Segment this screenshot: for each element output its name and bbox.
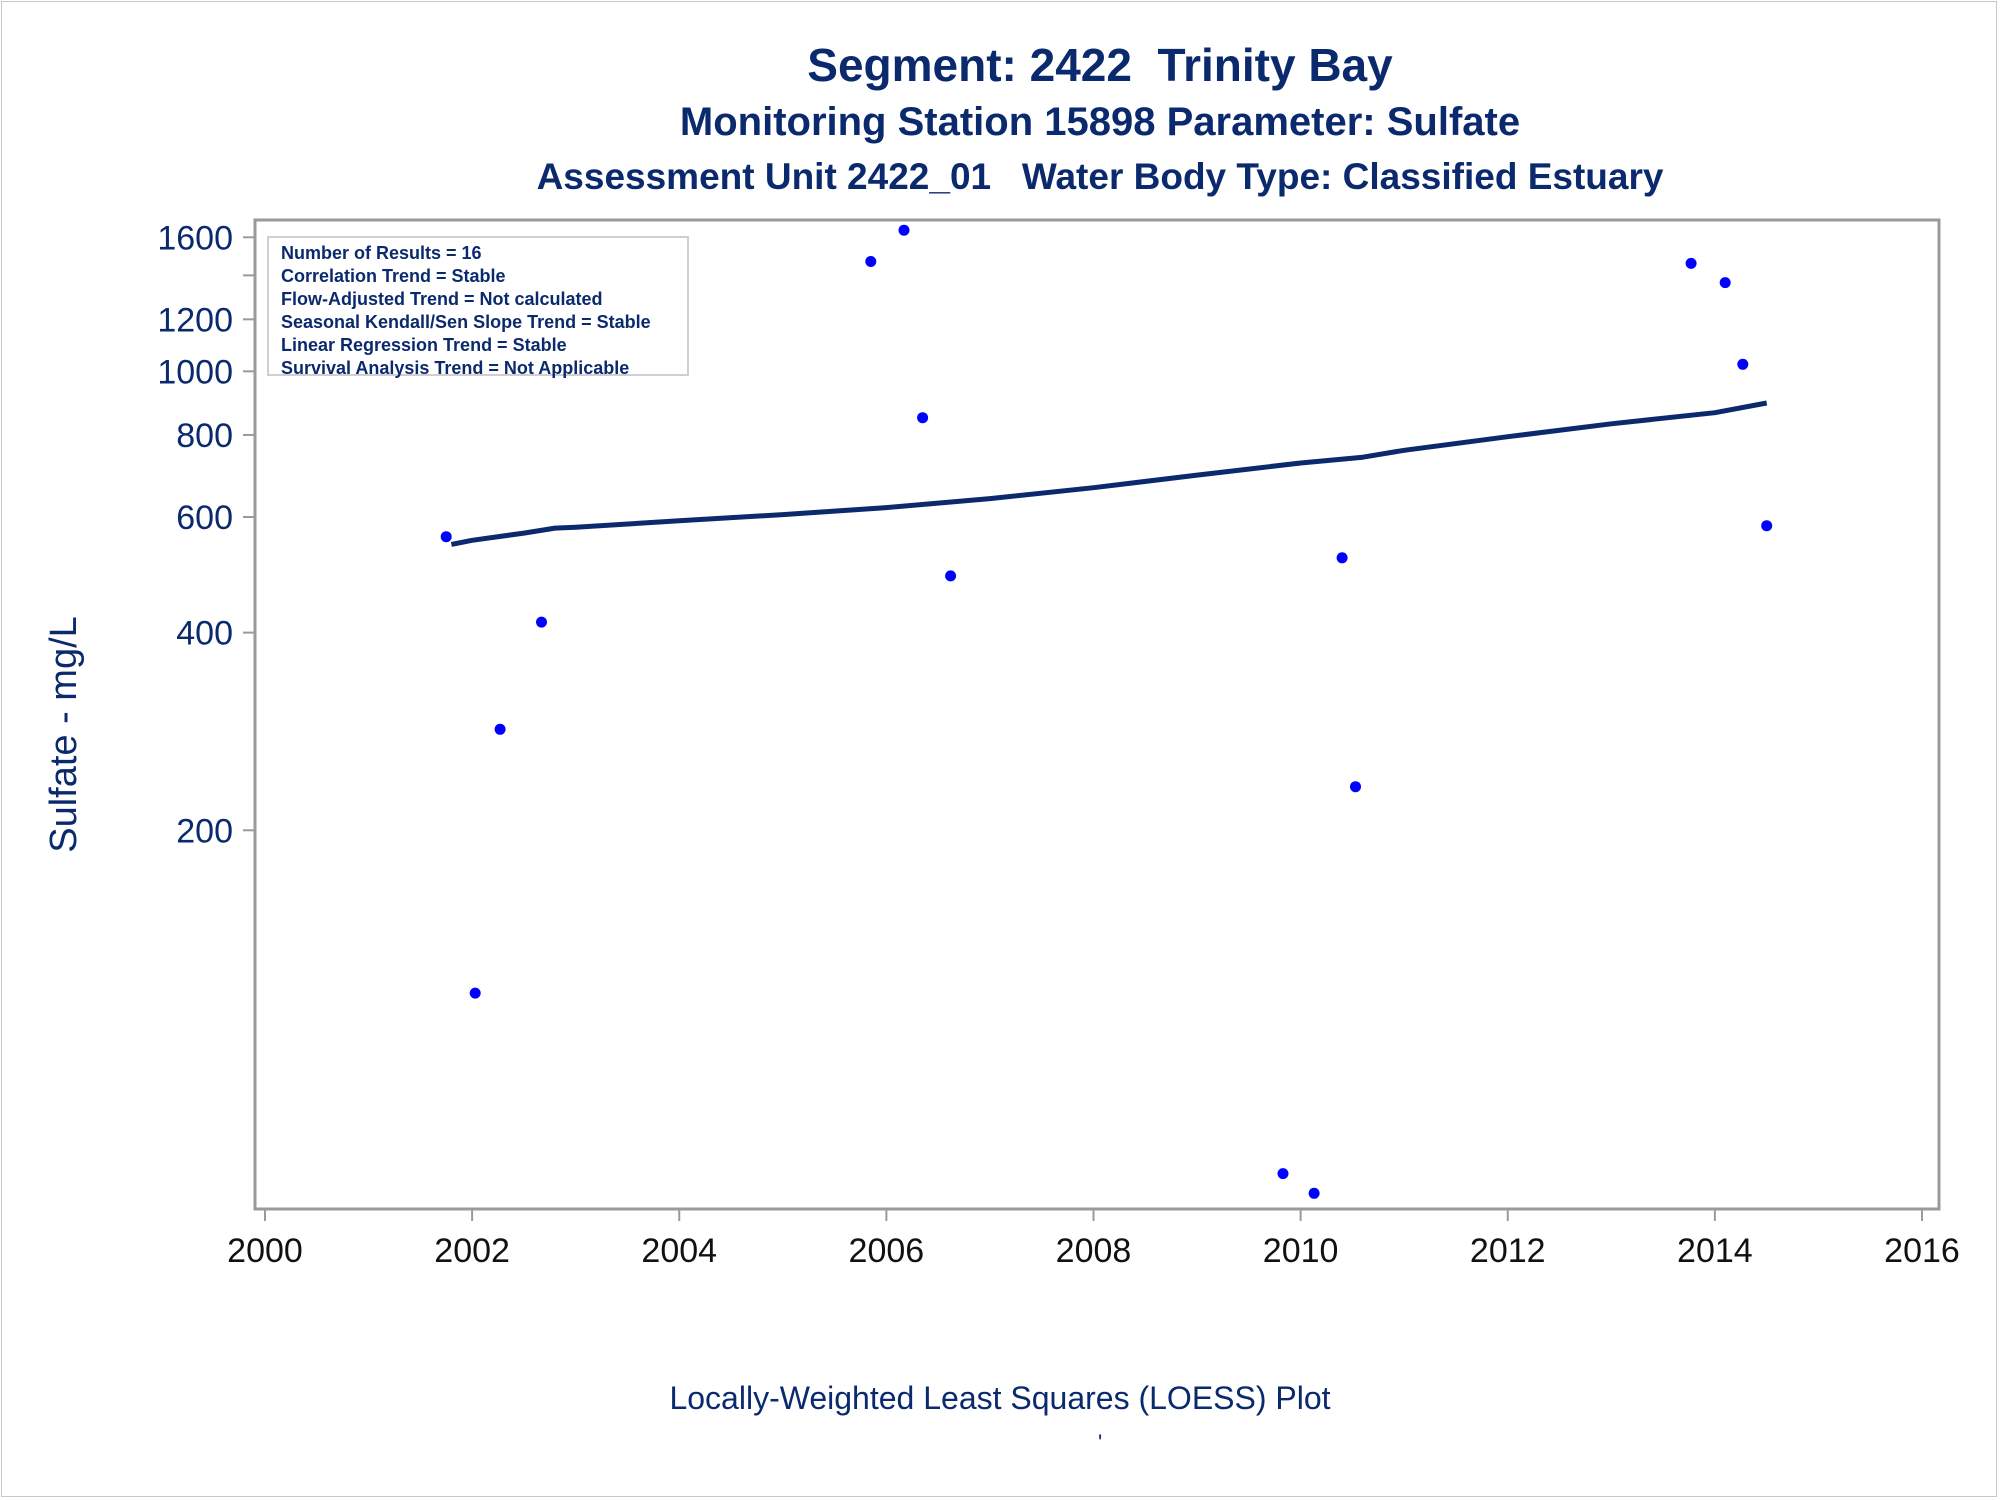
data-point — [865, 256, 877, 267]
data-point — [1336, 552, 1348, 564]
data-point — [917, 412, 929, 424]
data-point — [536, 616, 547, 628]
chart-subtitle-2: Assessment Unit 2422_01 Water Body Type:… — [536, 156, 1664, 197]
data-point — [1737, 358, 1749, 370]
trend-summary-box: Number of Results = 16 Correlation Trend… — [267, 236, 689, 378]
stat-linear-regression-trend: Linear Regression Trend = Stable — [281, 335, 567, 355]
data-point — [469, 987, 481, 999]
y-tick-label: 1600 — [157, 219, 233, 257]
data-point — [1277, 1168, 1289, 1180]
stat-seasonal-kendall-trend: Seasonal Kendall/Sen Slope Trend = Stabl… — [281, 312, 651, 332]
x-axis-label: Locally-Weighted Least Squares (LOESS) P… — [669, 1380, 1331, 1416]
y-tick-label: 200 — [176, 812, 233, 850]
y-tick-label: 400 — [176, 615, 233, 653]
loess-trend-line — [450, 400, 1768, 547]
data-point — [1761, 520, 1773, 532]
x-tick-label: 2004 — [641, 1232, 717, 1270]
stat-correlation-trend: Correlation Trend = Stable — [281, 266, 506, 286]
x-tick-label: 2012 — [1470, 1232, 1546, 1270]
data-point — [1350, 781, 1361, 793]
data-point — [945, 570, 957, 582]
data-point — [494, 723, 506, 735]
y-axis-label: Sulfate - mg/L — [43, 616, 85, 853]
stat-survival-analysis-trend: Survival Analysis Trend = Not Applicable — [281, 358, 630, 378]
y-tick-label: 600 — [176, 499, 233, 537]
x-tick-label: 2016 — [1884, 1232, 1960, 1270]
x-tick-label: 2014 — [1677, 1232, 1753, 1270]
x-tick-label: 2000 — [227, 1232, 303, 1270]
y-tick-label: 1200 — [157, 301, 233, 339]
x-tick-label: 2008 — [1056, 1232, 1132, 1270]
stat-number-of-results: Number of Results = 16 — [281, 243, 482, 263]
data-point — [1685, 257, 1697, 269]
x-tick-label: 2010 — [1263, 1232, 1339, 1270]
data-point — [898, 224, 910, 236]
data-point — [1308, 1187, 1320, 1199]
data-point — [440, 531, 452, 543]
stat-flow-adjusted-trend: Flow-Adjusted Trend = Not calculated — [281, 289, 603, 309]
y-tick-label: 1000 — [157, 353, 233, 391]
data-point — [1719, 277, 1731, 289]
footnote-mark: ' — [1098, 1430, 1103, 1455]
chart-subtitle: Monitoring Station 15898 Parameter: Sulf… — [679, 100, 1521, 144]
chart-title: Segment: 2422 Trinity Bay — [807, 39, 1393, 91]
x-tick-label: 2006 — [849, 1232, 925, 1270]
plot-border — [253, 218, 1941, 1211]
x-tick-label: 2002 — [434, 1232, 510, 1270]
y-tick-label: 800 — [176, 417, 233, 455]
